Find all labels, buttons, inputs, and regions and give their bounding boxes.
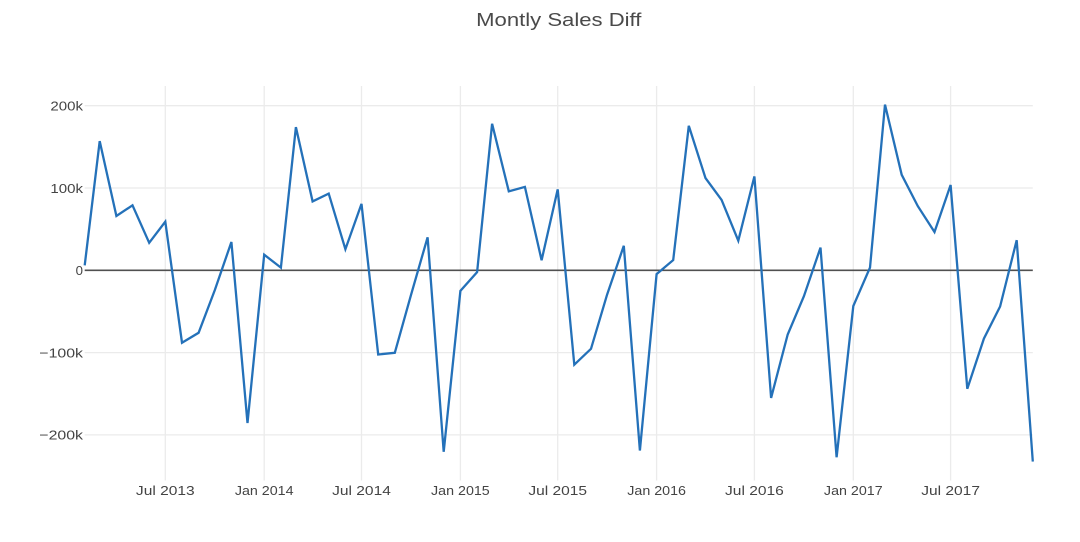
svg-text:Jan 2014: Jan 2014 bbox=[235, 483, 294, 498]
svg-text:−100k: −100k bbox=[39, 345, 83, 360]
svg-text:Jul 2013: Jul 2013 bbox=[136, 483, 195, 498]
svg-text:100k: 100k bbox=[50, 181, 83, 196]
svg-text:Jul 2016: Jul 2016 bbox=[725, 483, 784, 498]
svg-text:−200k: −200k bbox=[39, 428, 83, 443]
svg-text:Montly Sales Diff: Montly Sales Diff bbox=[476, 9, 642, 30]
svg-text:Jan 2015: Jan 2015 bbox=[431, 483, 490, 498]
svg-text:0: 0 bbox=[76, 263, 83, 278]
svg-text:Jan 2016: Jan 2016 bbox=[627, 483, 686, 498]
svg-text:Jul 2015: Jul 2015 bbox=[528, 483, 587, 498]
svg-text:Jul 2014: Jul 2014 bbox=[332, 483, 391, 498]
svg-text:200k: 200k bbox=[50, 99, 83, 114]
svg-text:Jan 2017: Jan 2017 bbox=[824, 483, 883, 498]
svg-text:Jul 2017: Jul 2017 bbox=[921, 483, 980, 498]
